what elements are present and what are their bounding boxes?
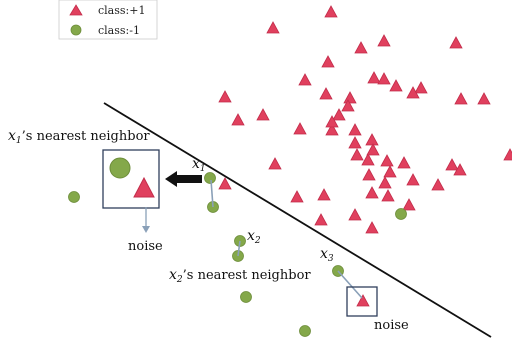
positive-triangle-point [321,55,335,68]
zoom-box-left [102,149,160,209]
decision-boundary-line [103,102,492,338]
legend: class:+1 class:-1 [58,0,158,40]
positive-triangle-point [406,86,420,99]
positive-triangle-point [453,163,467,176]
positive-triangle-point [290,190,304,203]
positive-triangle-point [343,91,357,104]
legend-label-positive: class:+1 [98,4,145,17]
positive-triangle-point [406,173,420,186]
positive-triangle-point [266,21,280,34]
positive-triangle-point [361,153,375,166]
black-arrow-shaft [176,175,202,183]
positive-triangle-point [389,79,403,92]
legend-label-negative: class:-1 [98,24,140,37]
x1-connector [210,179,214,208]
positive-triangle-point [449,36,463,49]
positive-triangle-point [298,73,312,86]
positive-triangle-point [324,5,338,18]
positive-triangle-point [268,157,282,170]
noise-right-label: noise [374,318,409,333]
positive-triangle-point [503,148,512,161]
positive-triangle-point [445,158,459,171]
positive-triangle-point [256,108,270,121]
positive-triangle-point [366,143,380,156]
positive-triangle-point [348,136,362,149]
positive-triangle-point [377,34,391,47]
positive-triangle-point [218,177,232,190]
positive-triangle-point [332,108,346,121]
x3-connector [337,270,363,299]
positive-triangle-point [317,188,331,201]
zoom-box-right [346,286,378,317]
enlarged-triangle-point [133,176,155,198]
positive-triangle-point [377,72,391,85]
x1-label: x1 [192,156,206,174]
black-arrow-left-icon [165,171,177,187]
positive-triangle-point [231,113,245,126]
positive-triangle-point [341,99,355,112]
x3-label: x3 [320,246,334,264]
positive-triangle-point [218,90,232,103]
noise-left-arrowhead-icon [142,226,150,233]
positive-triangle-point [365,133,379,146]
positive-triangle-point [381,189,395,202]
positive-triangle-point [397,156,411,169]
positive-triangle-point [383,165,397,178]
x1-nearest-neighbor-label: x1’s nearest neighbor [8,128,150,146]
negative-circle-point [204,172,216,184]
x1-nearest-neighbor-box [102,149,160,209]
positive-triangle-point [325,115,339,128]
enlarged-circle-point [109,157,131,179]
positive-triangle-point [365,186,379,199]
noise-left-label: noise [128,239,163,254]
positive-triangle-point [414,81,428,94]
negative-circle-point [299,325,311,337]
positive-triangle-point [378,176,392,189]
positive-triangle-point [293,122,307,135]
x2-label: x2 [247,228,261,246]
positive-triangle-point [362,168,376,181]
positive-triangle-point [350,148,364,161]
positive-class-points [218,5,512,307]
positive-triangle-point [325,123,339,136]
positive-triangle-point [365,221,379,234]
negative-circle-point [240,291,252,303]
positive-triangle-point [431,178,445,191]
positive-triangle-point [348,208,362,221]
legend-triangle-icon [69,4,83,16]
positive-triangle-point [314,213,328,226]
positive-triangle-point [477,92,491,105]
positive-triangle-point [354,41,368,54]
negative-circle-point [395,208,407,220]
positive-triangle-point [402,198,416,211]
x2-nearest-neighbor-label: x2’s nearest neighbor [169,267,311,285]
positive-triangle-point [367,71,381,84]
positive-triangle-point [348,123,362,136]
positive-triangle-point [380,154,394,167]
positive-triangle-point [454,92,468,105]
positive-triangle-point [356,294,370,307]
x2-connector [237,240,241,257]
negative-circle-point [68,191,80,203]
positive-triangle-point [319,87,333,100]
legend-circle-icon [70,24,82,36]
